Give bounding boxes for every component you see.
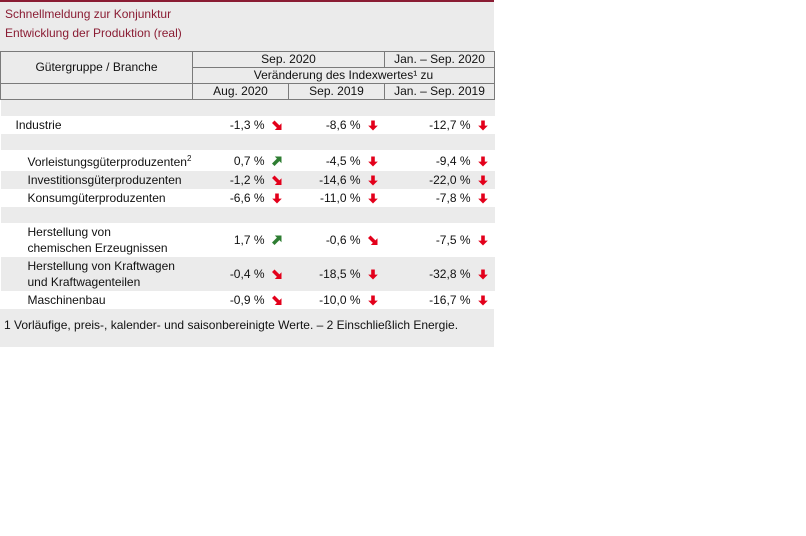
spacer xyxy=(0,207,495,223)
down-arrow-icon xyxy=(367,120,378,131)
value: 0,7 % xyxy=(233,153,265,168)
report-subtitle: Entwicklung der Produktion (real) xyxy=(5,26,182,40)
value: -0,6 % xyxy=(325,233,361,247)
value: -9,4 % xyxy=(435,153,471,168)
value-cell: -22,0 % xyxy=(384,171,495,189)
value: -7,5 % xyxy=(435,233,471,247)
col-header-jan-sep2019: Jan. – Sep. 2019 xyxy=(384,83,495,100)
down-arrow-icon xyxy=(271,193,282,204)
value-cell: -14,6 % xyxy=(288,171,385,189)
value: 1,7 % xyxy=(233,233,265,247)
row-label: Vorleistungsgüterproduzenten2 xyxy=(0,150,193,171)
down-arrow-icon xyxy=(477,269,488,280)
title-accent-line xyxy=(0,0,494,2)
table-row: Maschinenbau -0,9 % -10,0 % -16,7 % xyxy=(0,291,495,309)
report-title: Schnellmeldung zur Konjunktur xyxy=(5,7,172,21)
value-cell: -10,0 % xyxy=(288,291,385,309)
change-header: Veränderung des Indexwertes¹ zu xyxy=(192,67,495,84)
down-right-arrow-icon xyxy=(271,295,281,306)
down-arrow-icon xyxy=(477,295,488,306)
value: -11,0 % xyxy=(320,191,361,205)
production-report-panel: Schnellmeldung zur Konjunktur Entwicklun… xyxy=(0,0,495,347)
down-arrow-icon xyxy=(477,235,488,246)
table-row: Investitionsgüterproduzenten -1,2 % -14,… xyxy=(0,171,495,189)
down-arrow-icon xyxy=(477,156,488,167)
value-cell: 1,7 % xyxy=(192,223,289,257)
value-cell: -0,6 % xyxy=(288,223,385,257)
value: -22,0 % xyxy=(429,173,471,187)
down-arrow-icon xyxy=(367,175,378,186)
value-cell: -4,5 % xyxy=(288,150,385,171)
value-cell: -11,0 % xyxy=(288,189,385,207)
down-arrow-icon xyxy=(477,120,488,131)
value: -1,2 % xyxy=(229,173,265,187)
down-right-arrow-icon xyxy=(271,120,281,131)
value: -16,7 % xyxy=(429,293,471,307)
value-cell: -18,5 % xyxy=(288,257,385,291)
down-arrow-icon xyxy=(367,269,378,280)
spacer xyxy=(0,99,495,116)
value-cell: -1,3 % xyxy=(192,116,289,134)
value: -0,9 % xyxy=(229,293,265,307)
down-right-arrow-icon xyxy=(271,175,281,186)
down-arrow-icon xyxy=(477,175,488,186)
value: -7,8 % xyxy=(435,191,471,205)
footnote-marker: 2 xyxy=(186,154,192,163)
col-header-aug2020: Aug. 2020 xyxy=(192,83,289,100)
value-cell: -1,2 % xyxy=(192,171,289,189)
value: -4,5 % xyxy=(325,153,361,168)
down-right-arrow-icon xyxy=(271,269,281,280)
col-header-sep2019: Sep. 2019 xyxy=(288,83,385,100)
value-cell: -8,6 % xyxy=(288,116,385,134)
footnote: 1 Vorläufige, preis-, kalender- und sais… xyxy=(0,309,494,347)
row-label: Konsumgüterproduzenten xyxy=(0,189,193,207)
row-label: Investitionsgüterproduzenten xyxy=(0,171,193,189)
value: -1,3 % xyxy=(229,118,265,132)
value: -8,6 % xyxy=(325,118,361,132)
down-arrow-icon xyxy=(477,193,488,204)
table-row: Herstellung von chemischen Erzeugnissen 1… xyxy=(0,223,495,257)
production-table: Gütergruppe / Branche Sep. 2020 Jan. – S… xyxy=(0,51,495,309)
value: -18,5 % xyxy=(319,267,361,281)
value-cell: -9,4 % xyxy=(384,150,495,171)
table-row: Herstellung von Kraftwagen und Kraftwagen… xyxy=(0,257,495,291)
down-arrow-icon xyxy=(367,156,378,167)
value-cell: -0,9 % xyxy=(192,291,289,309)
value: -32,8 % xyxy=(429,267,471,281)
value-cell: -12,7 % xyxy=(384,116,495,134)
value: -0,4 % xyxy=(229,267,265,281)
value-cell: -7,8 % xyxy=(384,189,495,207)
up-right-arrow-icon xyxy=(271,156,281,166)
period-header-jan-sep2020: Jan. – Sep. 2020 xyxy=(384,51,495,68)
value-cell: -16,7 % xyxy=(384,291,495,309)
value: -14,6 % xyxy=(319,173,361,187)
value: -6,6 % xyxy=(229,191,265,205)
value-cell: -7,5 % xyxy=(384,223,495,257)
row-label: Maschinenbau xyxy=(0,291,193,309)
value: -12,7 % xyxy=(429,118,471,132)
row-label: Industrie xyxy=(0,116,193,134)
row-label: Herstellung von Kraftwagen und Kraftwagen… xyxy=(0,257,193,291)
period-header-sep2020: Sep. 2020 xyxy=(192,51,385,68)
report-titles: Schnellmeldung zur Konjunktur Entwicklun… xyxy=(0,2,494,51)
table-row: Konsumgüterproduzenten -6,6 % -11,0 % -7… xyxy=(0,189,495,207)
header-blank xyxy=(0,83,193,100)
value: -10,0 % xyxy=(319,293,361,307)
up-right-arrow-icon xyxy=(271,235,281,246)
value-cell: 0,7 % xyxy=(192,150,289,171)
value-cell: -6,6 % xyxy=(192,189,289,207)
group-column-header: Gütergruppe / Branche xyxy=(0,51,193,84)
down-arrow-icon xyxy=(367,193,378,204)
down-right-arrow-icon xyxy=(367,235,377,246)
row-label: Herstellung von chemischen Erzeugnissen xyxy=(0,223,193,257)
down-arrow-icon xyxy=(367,295,378,306)
value-cell: -0,4 % xyxy=(192,257,289,291)
spacer xyxy=(0,134,495,150)
table-row: Industrie -1,3 % -8,6 % -12,7 % xyxy=(0,116,495,134)
table-row: Vorleistungsgüterproduzenten2 0,7 % -4,5… xyxy=(0,150,495,171)
value-cell: -32,8 % xyxy=(384,257,495,291)
